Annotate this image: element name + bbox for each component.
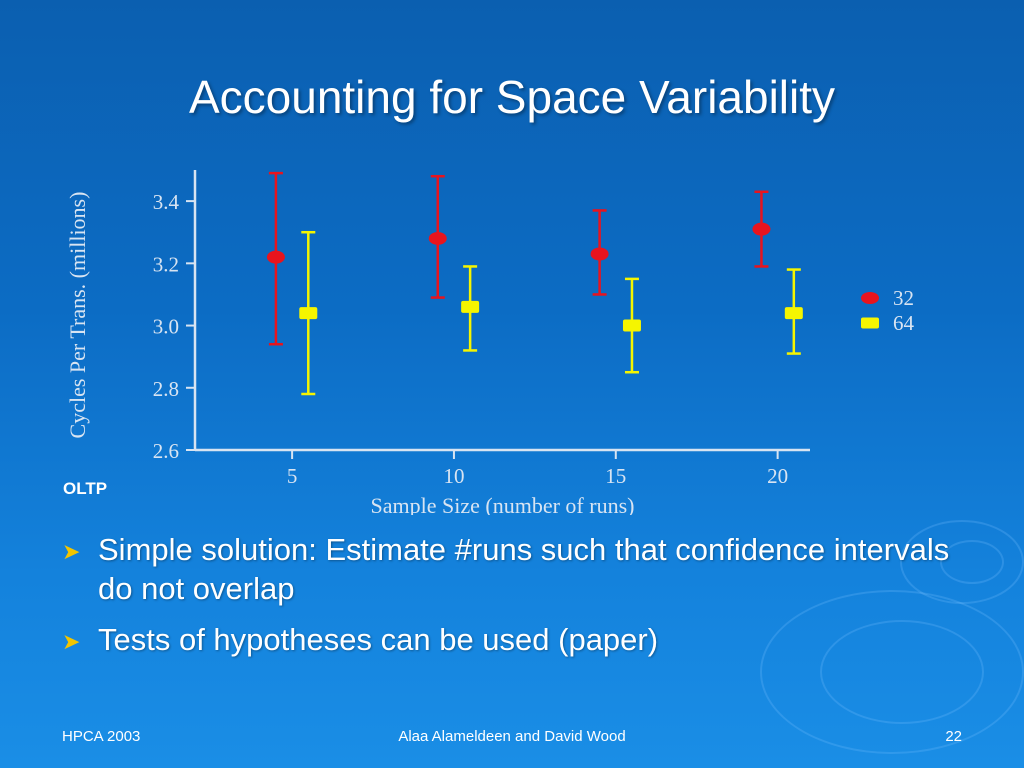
y-tick-label: 3.2 (153, 252, 179, 276)
y-axis-title: Cycles Per Trans. (millions) (65, 192, 90, 439)
legend-label-64: 64 (893, 311, 915, 335)
legend-swatch-64 (861, 317, 879, 329)
x-axis-title: Sample Size (number of runs) (371, 493, 635, 515)
data-point-32 (752, 222, 771, 236)
bullet-item: ➤ Simple solution: Estimate #runs such t… (62, 530, 982, 608)
y-tick-label: 3.0 (153, 315, 179, 339)
data-point-32 (266, 250, 285, 264)
footer-page-number: 22 (945, 728, 962, 745)
y-tick-label: 3.4 (153, 190, 180, 214)
bullet-text: Simple solution: Estimate #runs such tha… (98, 532, 950, 606)
arrow-bullet-icon: ➤ (62, 539, 81, 564)
decorative-ripple (760, 590, 1024, 754)
footer-authors: Alaa Alameldeen and David Wood (398, 728, 626, 745)
data-point-32 (590, 247, 609, 261)
footer-conference: HPCA 2003 (62, 728, 141, 745)
legend-swatch-32 (861, 292, 879, 304)
decorative-ripple (940, 540, 1004, 584)
y-tick-label: 2.6 (153, 439, 179, 463)
x-tick-label: 20 (767, 464, 788, 488)
arrow-bullet-icon: ➤ (62, 629, 81, 654)
slide-title: Accounting for Space Variability (188, 71, 836, 123)
legend-label-32: 32 (893, 286, 914, 310)
error-bar-chart: 2.6 2.8 3.0 3.2 3.4 5 10 15 20 Sample Size (numbe… (65, 170, 915, 515)
chart-panel-label: OLTP (63, 479, 108, 498)
bullet-list: ➤ Simple solution: Estimate #runs such t… (62, 530, 982, 673)
data-point-64 (299, 307, 318, 320)
decorative-ripple (820, 620, 984, 724)
bullet-text: Tests of hypotheses can be used (paper) (98, 622, 659, 657)
y-tick-label: 2.8 (153, 377, 179, 401)
x-tick-label: 5 (287, 464, 298, 488)
data-point-32 (428, 231, 447, 245)
bullet-item: ➤ Tests of hypotheses can be used (paper… (62, 620, 982, 661)
data-point-64 (784, 307, 803, 320)
data-point-64 (622, 319, 641, 332)
x-tick-label: 10 (443, 464, 464, 488)
data-point-64 (461, 300, 480, 313)
x-tick-label: 15 (605, 464, 626, 488)
